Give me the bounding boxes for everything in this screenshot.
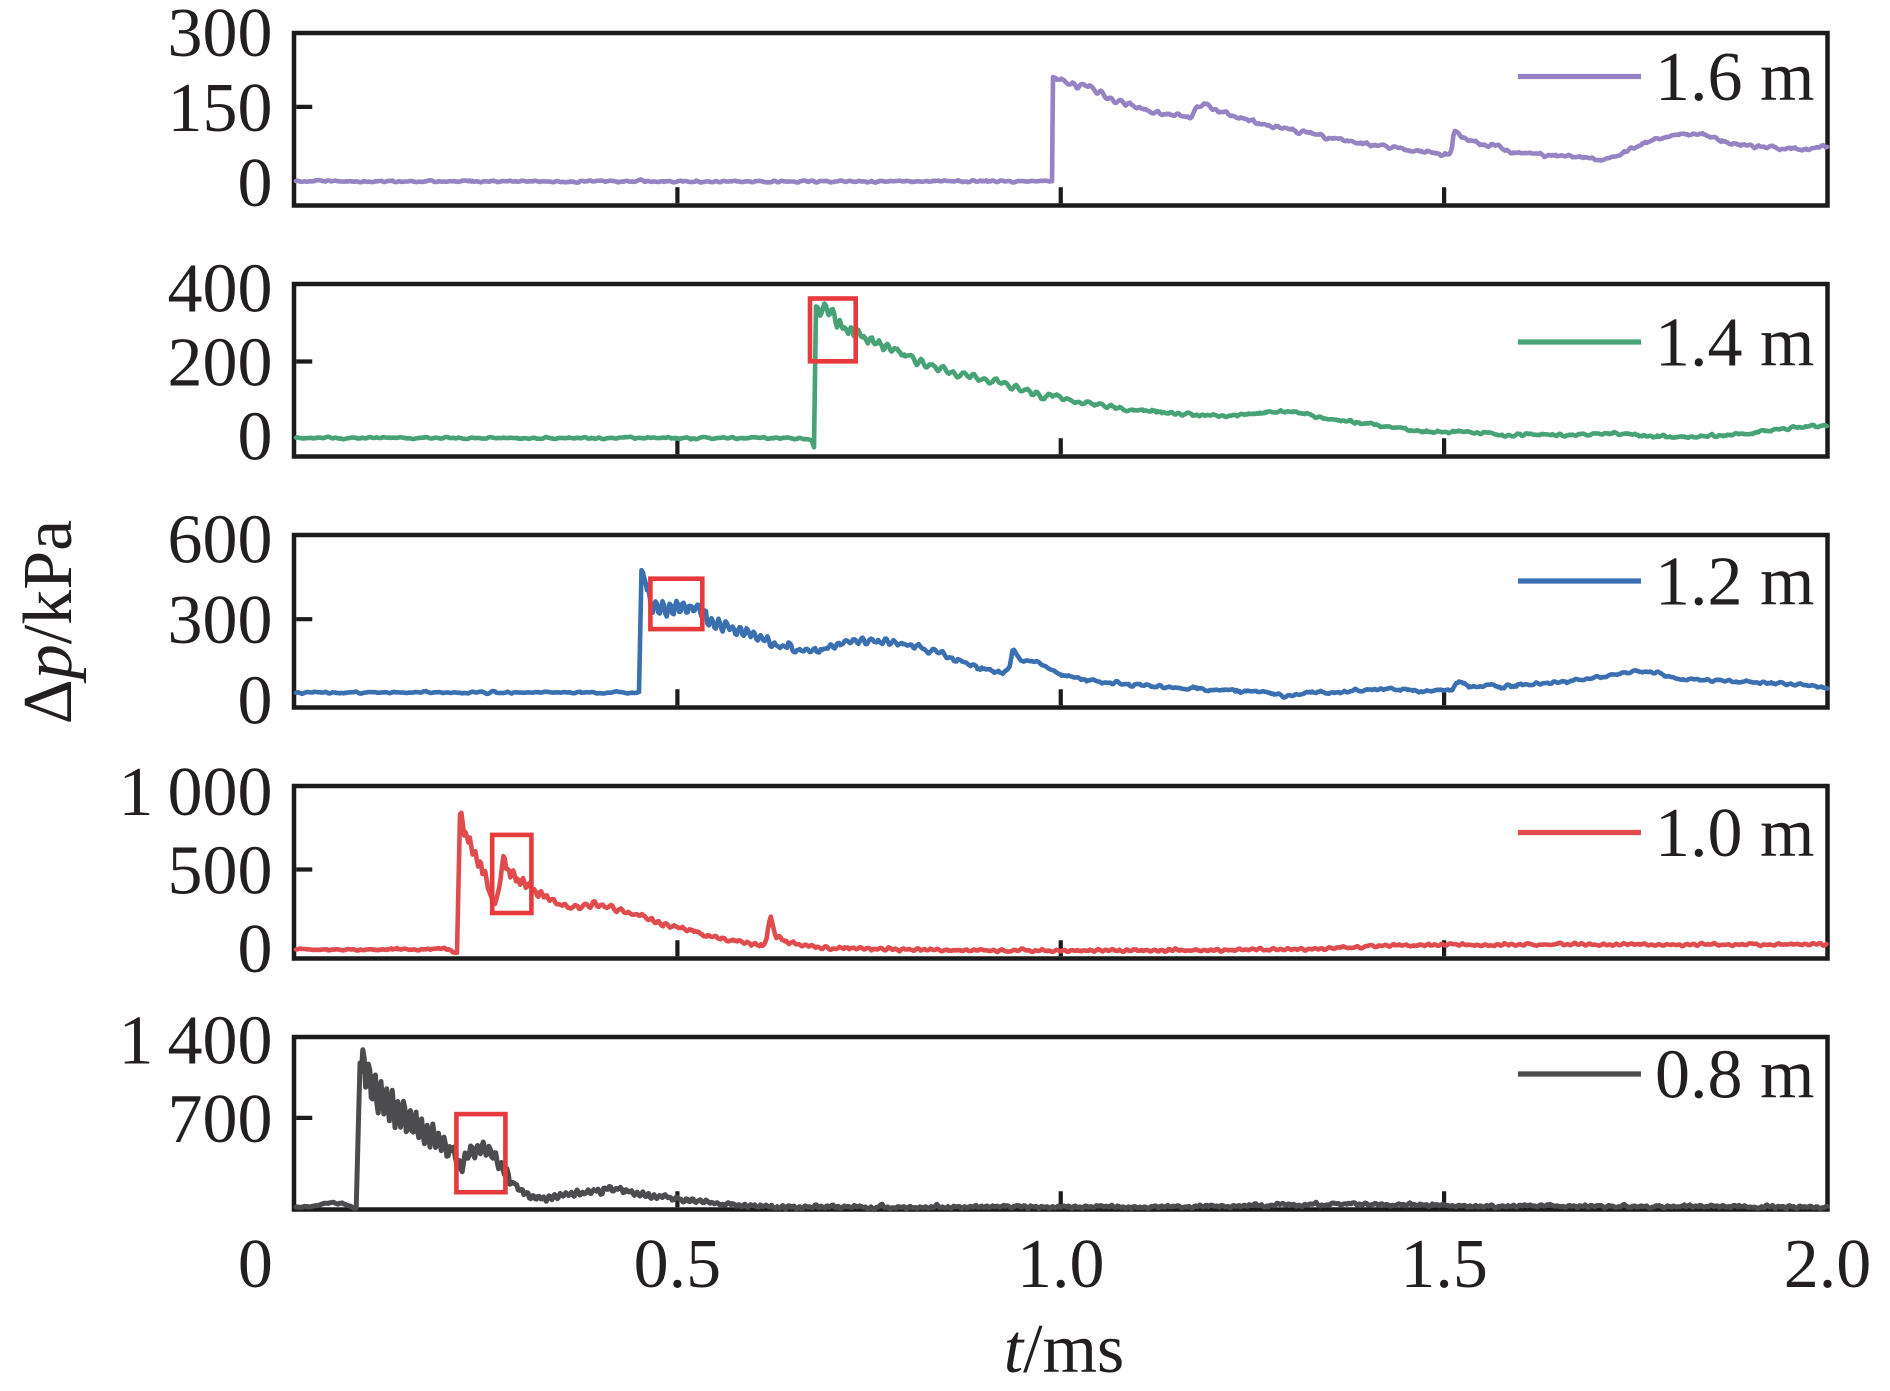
svg-text:t/ms: t/ms (1004, 1311, 1125, 1388)
svg-text:0: 0 (238, 1226, 273, 1303)
svg-text:300: 300 (168, 582, 273, 659)
svg-text:0.8 m: 0.8 m (1655, 1037, 1814, 1114)
svg-text:0.5: 0.5 (634, 1226, 722, 1303)
svg-text:1 400: 1 400 (118, 1003, 272, 1080)
svg-text:1.0 m: 1.0 m (1655, 795, 1814, 872)
svg-text:1.6 m: 1.6 m (1655, 39, 1814, 116)
svg-text:0: 0 (238, 399, 273, 476)
svg-text:600: 600 (168, 502, 273, 579)
svg-text:150: 150 (168, 70, 273, 147)
svg-text:1.0: 1.0 (1017, 1226, 1105, 1303)
svg-text:1.2 m: 1.2 m (1655, 544, 1814, 621)
svg-text:1 000: 1 000 (118, 754, 272, 831)
svg-text:300: 300 (168, 0, 273, 72)
svg-text:700: 700 (168, 1081, 273, 1158)
svg-text:Δp/kPa: Δp/kPa (10, 520, 87, 724)
svg-text:0: 0 (238, 911, 273, 988)
svg-text:1.5: 1.5 (1400, 1226, 1488, 1303)
svg-text:400: 400 (168, 251, 273, 328)
svg-text:2.0: 2.0 (1784, 1226, 1872, 1303)
svg-text:0: 0 (238, 663, 273, 740)
svg-text:200: 200 (168, 325, 273, 402)
svg-text:500: 500 (168, 833, 273, 910)
svg-text:0: 0 (238, 145, 273, 222)
svg-text:1.4 m: 1.4 m (1655, 305, 1814, 382)
